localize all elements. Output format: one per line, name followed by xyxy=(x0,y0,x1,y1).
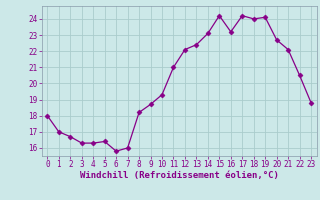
X-axis label: Windchill (Refroidissement éolien,°C): Windchill (Refroidissement éolien,°C) xyxy=(80,171,279,180)
